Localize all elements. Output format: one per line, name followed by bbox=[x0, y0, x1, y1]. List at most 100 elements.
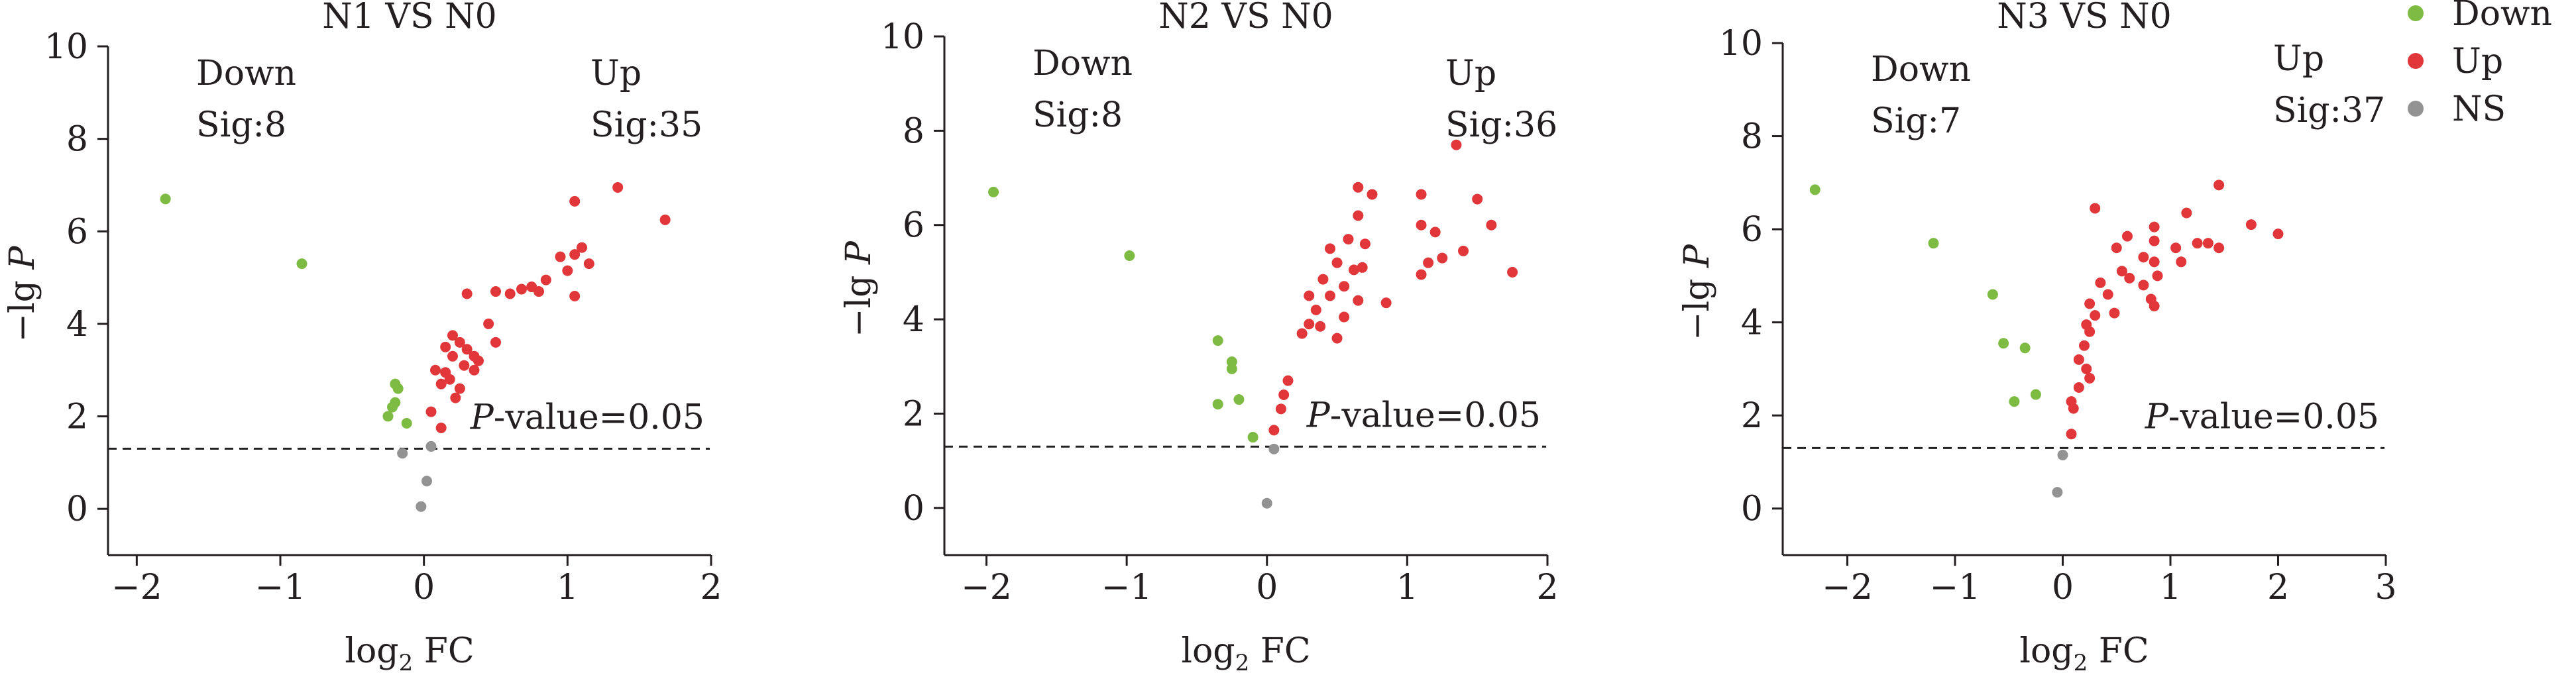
series-down bbox=[160, 193, 412, 429]
down-point bbox=[2009, 396, 2020, 407]
y-tick-label: 2 bbox=[66, 397, 88, 437]
y-tick-label: 10 bbox=[44, 27, 88, 67]
up-point bbox=[1296, 328, 1308, 339]
up-point bbox=[504, 288, 516, 299]
x-tick-label: 2 bbox=[1536, 568, 1558, 607]
down-point bbox=[401, 418, 412, 429]
up-annotation-count: Sig:36 bbox=[1445, 105, 1557, 145]
up-point bbox=[2111, 242, 2122, 254]
up-point bbox=[435, 378, 447, 389]
y-axis-label: −lg P bbox=[1677, 244, 1717, 340]
up-point bbox=[1317, 274, 1329, 285]
y-tick-label: 0 bbox=[903, 489, 924, 529]
y-tick-label: 8 bbox=[66, 120, 88, 160]
up-point bbox=[1359, 238, 1371, 250]
up-point bbox=[2149, 256, 2160, 268]
down-annotation-title: Down bbox=[196, 54, 296, 93]
up-point bbox=[2109, 307, 2120, 319]
down-point bbox=[2019, 342, 2031, 354]
legend-marker-ns bbox=[2408, 101, 2424, 117]
up-point bbox=[583, 258, 594, 270]
legend-marker-up bbox=[2408, 53, 2424, 69]
up-point bbox=[459, 360, 470, 371]
y-axis-label: −lg P bbox=[839, 240, 879, 337]
down-point bbox=[988, 186, 999, 197]
down-annotation-count: Sig:8 bbox=[196, 105, 286, 145]
up-point bbox=[2122, 231, 2133, 242]
up-point bbox=[2124, 272, 2135, 284]
up-point bbox=[1339, 311, 1350, 323]
up-point bbox=[562, 265, 573, 276]
up-point bbox=[1278, 389, 1290, 400]
x-tick-label: 0 bbox=[413, 568, 435, 607]
up-point bbox=[2152, 270, 2163, 282]
down-point bbox=[1809, 184, 1820, 195]
down-annotation-count: Sig:7 bbox=[1871, 101, 1961, 141]
x-tick-label: 2 bbox=[2267, 568, 2289, 607]
up-point bbox=[1367, 189, 1378, 200]
up-point bbox=[1304, 319, 1315, 330]
x-tick-label: 1 bbox=[1396, 568, 1418, 607]
series-up bbox=[1268, 139, 1518, 436]
up-point bbox=[490, 336, 501, 348]
up-point bbox=[1451, 139, 1462, 150]
up-point bbox=[1353, 181, 1364, 193]
threshold-label: P-value=0.05 bbox=[470, 397, 704, 437]
ns-point bbox=[1268, 443, 1280, 454]
up-point bbox=[450, 392, 461, 403]
up-annotation-title: Up bbox=[2273, 39, 2324, 79]
panel-n2-vs-n0: N2 VS N0 0 2 4 6 8 10 −2 −1 0 1 2 log2 FC −lg P P-valu… bbox=[839, 0, 1559, 673]
up-point bbox=[1353, 210, 1364, 221]
y-tick-label: 2 bbox=[1741, 396, 1763, 436]
up-point bbox=[1324, 243, 1335, 254]
up-point bbox=[1348, 264, 1359, 276]
down-annotation-count: Sig:8 bbox=[1033, 95, 1123, 135]
up-point bbox=[1380, 297, 1392, 309]
up-point bbox=[490, 286, 501, 297]
x-tick-label: 0 bbox=[2052, 568, 2074, 607]
up-point bbox=[2138, 252, 2149, 263]
down-point bbox=[1212, 399, 1223, 410]
y-tick-label: 10 bbox=[1719, 24, 1763, 64]
up-point bbox=[469, 364, 480, 376]
up-point bbox=[540, 274, 551, 285]
y-axis-label: −lg P bbox=[3, 245, 42, 342]
panel-n1-vs-n0: N1 VS N0 0 2 4 6 8 10 −2 −1 0 1 2 log2 FC −lg P P-valu… bbox=[3, 0, 722, 673]
up-point bbox=[430, 364, 441, 376]
y-tick-label: 6 bbox=[903, 206, 924, 246]
x-tick-label: −1 bbox=[1930, 568, 1981, 607]
x-tick-label: 1 bbox=[557, 568, 579, 607]
up-point bbox=[2149, 235, 2160, 246]
legend: Down Up NS bbox=[2408, 0, 2552, 129]
up-point bbox=[659, 214, 671, 225]
up-point bbox=[447, 330, 458, 341]
up-point bbox=[1423, 257, 1434, 268]
down-annotation-title: Down bbox=[1033, 44, 1133, 83]
up-point bbox=[2090, 203, 2101, 214]
y-tick-label: 6 bbox=[66, 212, 88, 252]
up-point bbox=[483, 318, 494, 329]
threshold-label: P-value=0.05 bbox=[2145, 397, 2379, 437]
up-point bbox=[461, 344, 473, 355]
legend-label-ns: NS bbox=[2452, 89, 2506, 129]
ns-point bbox=[1261, 497, 1272, 509]
up-point bbox=[1357, 262, 1368, 273]
down-point bbox=[1998, 338, 2009, 349]
up-point bbox=[2116, 266, 2127, 277]
down-point bbox=[296, 258, 308, 270]
down-point bbox=[1233, 394, 1245, 405]
up-point bbox=[1331, 257, 1343, 268]
up-point bbox=[1437, 252, 1448, 264]
up-point bbox=[2176, 256, 2187, 268]
up-point bbox=[1268, 425, 1280, 436]
up-point bbox=[1486, 219, 1497, 231]
up-point bbox=[555, 251, 566, 262]
y-tick-label: 0 bbox=[1741, 490, 1763, 529]
up-point bbox=[1507, 266, 1518, 278]
up-point bbox=[2090, 310, 2101, 321]
up-point bbox=[2084, 326, 2096, 337]
up-point bbox=[2272, 229, 2284, 240]
up-point bbox=[1416, 189, 1427, 200]
series-ns bbox=[2052, 449, 2068, 498]
panel-title: N1 VS N0 bbox=[322, 0, 496, 36]
